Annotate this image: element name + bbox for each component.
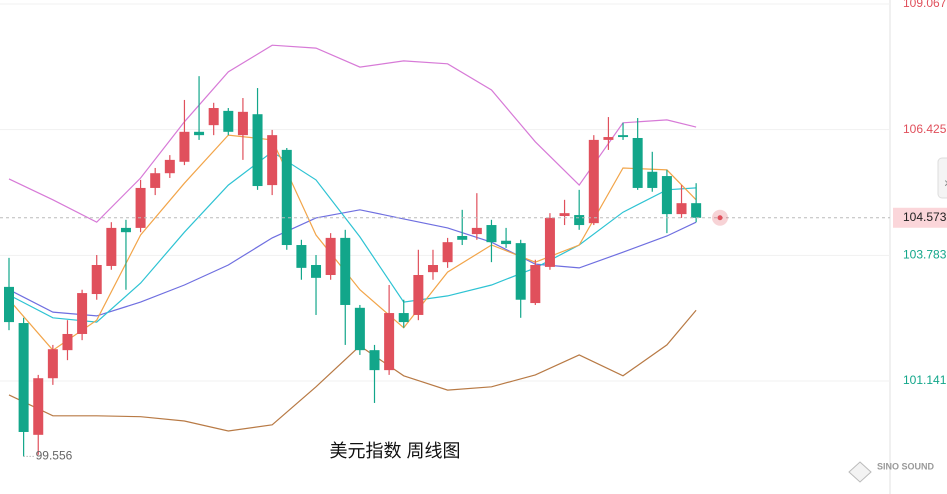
candle-body: [632, 137, 643, 188]
candle-body: [559, 213, 570, 217]
candle-body: [544, 217, 555, 267]
candle-body: [164, 159, 175, 174]
candle-body: [47, 349, 58, 379]
candle-body: [618, 135, 629, 138]
candle-body: [413, 274, 424, 315]
candle-body: [150, 173, 161, 188]
candle-body: [106, 227, 117, 266]
indicator-line: [8, 209, 697, 317]
candle-body: [384, 313, 395, 371]
candle-body: [33, 378, 44, 435]
close-icon[interactable]: ×: [944, 175, 947, 190]
indicator-line: [8, 151, 697, 323]
candle-body: [120, 227, 131, 233]
y-tick-label: 103.783: [903, 248, 947, 262]
candle-body: [603, 137, 614, 140]
candle-body: [194, 131, 205, 136]
candle-body: [252, 114, 263, 187]
candle-body: [676, 203, 687, 215]
candle-body: [267, 135, 278, 186]
brand-name: SINO SOUND: [877, 461, 935, 471]
candle-body: [486, 225, 497, 243]
candle-body: [427, 265, 438, 273]
candle-body: [296, 245, 307, 268]
candle-body: [398, 313, 409, 323]
min-label: 99.556: [36, 449, 73, 463]
candle-body: [223, 110, 234, 132]
candle-body: [135, 187, 146, 228]
price-label: 104.573: [903, 210, 947, 224]
candle-body: [442, 242, 453, 263]
candle-body: [691, 203, 702, 218]
candle-body: [354, 307, 365, 351]
close-button[interactable]: [937, 157, 947, 199]
candle-body: [208, 108, 219, 126]
brand-logo: SINO SOUND: [848, 461, 935, 483]
candle-body: [4, 286, 14, 323]
candle-body: [647, 171, 658, 188]
price-tag: [893, 207, 947, 228]
candle-body: [515, 243, 526, 300]
candle-body: [179, 131, 190, 162]
candle-body: [237, 111, 248, 136]
candle-body: [661, 176, 672, 215]
brand-icon: [848, 461, 872, 483]
candle-body: [501, 240, 512, 245]
candle-body: [77, 293, 88, 334]
candle-body: [574, 215, 585, 226]
candle-body: [457, 235, 468, 240]
candle-body: [18, 323, 29, 432]
candle-body: [311, 265, 322, 278]
candle-body: [325, 237, 336, 275]
candle-body: [62, 333, 73, 351]
y-tick-label: 101.141: [903, 373, 947, 387]
candle-body: [340, 237, 351, 305]
price-dot: [717, 215, 723, 221]
candle-body: [91, 265, 102, 295]
candle-body: [588, 139, 599, 224]
chart-title: 美元指数 周线图: [329, 441, 460, 461]
candle-body: [369, 350, 380, 371]
candle-body: [530, 265, 541, 304]
candle-body: [471, 227, 482, 235]
y-tick-label: 106.425: [903, 122, 947, 136]
y-tick-label: 109.067: [903, 0, 947, 10]
candle-body: [281, 149, 292, 246]
plot: 109.067 106.425 103.783 101.141 104.573 99.55…: [0, 0, 947, 463]
